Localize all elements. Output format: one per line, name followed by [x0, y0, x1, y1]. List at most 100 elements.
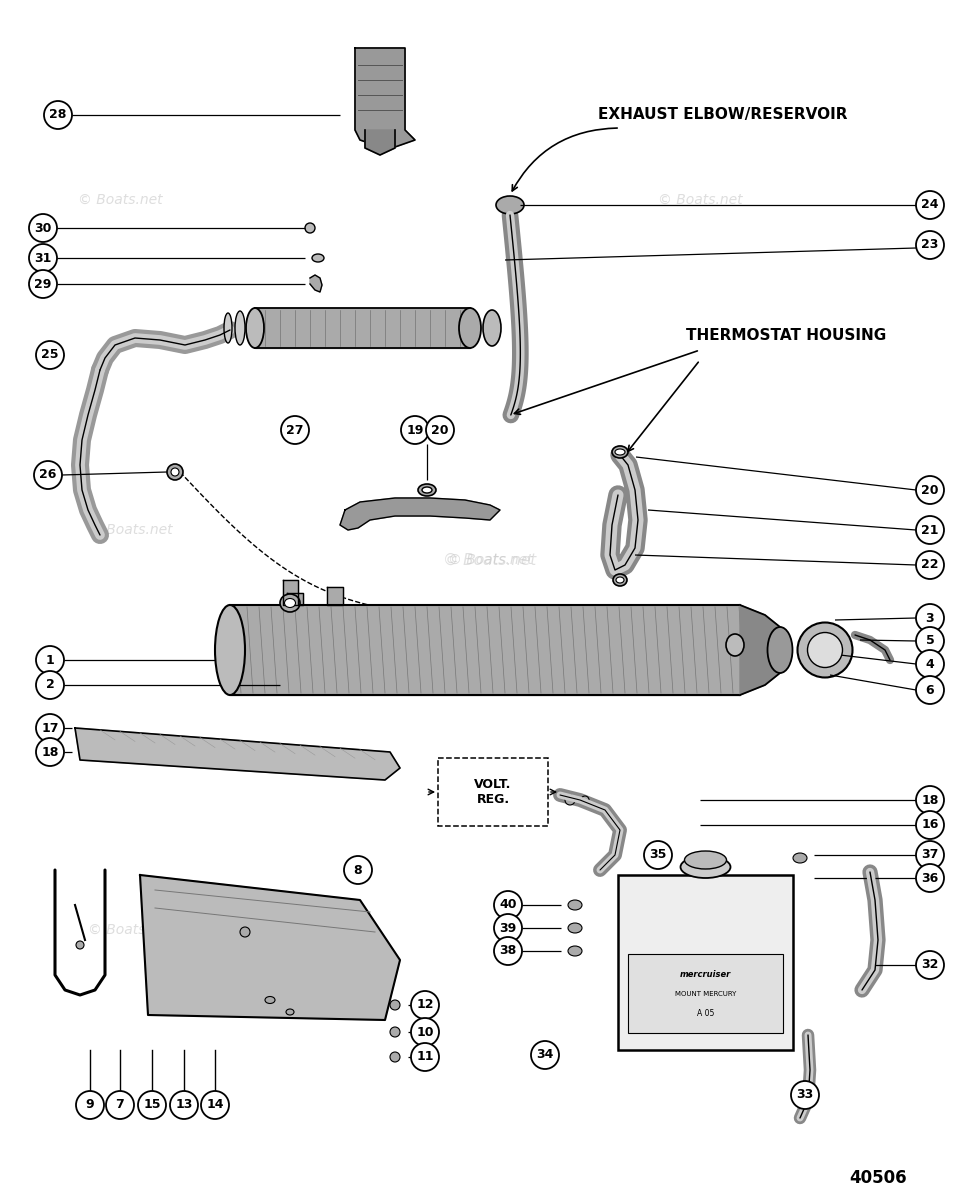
- Circle shape: [76, 941, 84, 949]
- Text: 16: 16: [921, 818, 939, 832]
- Circle shape: [29, 214, 57, 242]
- Text: © Boats.net: © Boats.net: [444, 552, 536, 568]
- Text: 39: 39: [499, 922, 517, 935]
- Circle shape: [76, 1091, 104, 1118]
- Text: 18: 18: [921, 793, 939, 806]
- Circle shape: [240, 926, 250, 937]
- Circle shape: [36, 738, 64, 766]
- Ellipse shape: [280, 594, 300, 612]
- Circle shape: [36, 341, 64, 370]
- Circle shape: [44, 101, 72, 128]
- Text: 28: 28: [49, 108, 66, 121]
- Ellipse shape: [568, 900, 582, 910]
- Circle shape: [531, 1040, 559, 1069]
- Circle shape: [644, 841, 672, 869]
- Text: 38: 38: [499, 944, 517, 958]
- Ellipse shape: [418, 484, 436, 496]
- Text: © Boats.net: © Boats.net: [88, 523, 172, 538]
- Polygon shape: [327, 587, 343, 605]
- Ellipse shape: [483, 310, 501, 346]
- FancyBboxPatch shape: [628, 954, 783, 1032]
- Circle shape: [916, 191, 944, 218]
- Text: © Boats.net: © Boats.net: [447, 553, 532, 566]
- Text: © Boats.net: © Boats.net: [658, 193, 743, 206]
- Ellipse shape: [768, 626, 792, 673]
- Circle shape: [916, 811, 944, 839]
- Text: 22: 22: [921, 558, 939, 571]
- Polygon shape: [340, 498, 500, 530]
- Text: MOUNT MERCURY: MOUNT MERCURY: [675, 991, 737, 997]
- Text: 14: 14: [206, 1098, 224, 1111]
- Text: 37: 37: [921, 848, 939, 862]
- Text: 13: 13: [175, 1098, 192, 1111]
- Circle shape: [426, 416, 454, 444]
- Text: 20: 20: [921, 484, 939, 497]
- Polygon shape: [310, 275, 322, 292]
- Circle shape: [34, 461, 62, 490]
- Text: 5: 5: [925, 635, 934, 648]
- Ellipse shape: [612, 446, 628, 458]
- Circle shape: [390, 1052, 400, 1062]
- Circle shape: [411, 1043, 439, 1070]
- Ellipse shape: [616, 577, 624, 583]
- Ellipse shape: [496, 196, 524, 214]
- Circle shape: [916, 676, 944, 704]
- Ellipse shape: [568, 946, 582, 956]
- Circle shape: [916, 230, 944, 259]
- Polygon shape: [140, 875, 400, 1020]
- Ellipse shape: [265, 996, 275, 1003]
- Circle shape: [171, 468, 179, 476]
- Ellipse shape: [685, 851, 727, 869]
- Circle shape: [916, 841, 944, 869]
- Ellipse shape: [793, 853, 807, 863]
- Circle shape: [916, 476, 944, 504]
- Ellipse shape: [235, 311, 245, 346]
- Ellipse shape: [797, 623, 853, 678]
- Text: 33: 33: [796, 1088, 814, 1102]
- Text: 19: 19: [406, 424, 424, 437]
- Polygon shape: [230, 605, 740, 695]
- Circle shape: [344, 856, 372, 884]
- Circle shape: [916, 604, 944, 632]
- Text: 20: 20: [431, 424, 448, 437]
- Circle shape: [411, 991, 439, 1019]
- Text: 35: 35: [650, 848, 666, 862]
- Circle shape: [36, 671, 64, 698]
- Text: VOLT.
REG.: VOLT. REG.: [474, 778, 512, 806]
- Text: 3: 3: [925, 612, 934, 624]
- Ellipse shape: [459, 308, 481, 348]
- Circle shape: [201, 1091, 229, 1118]
- Text: 40506: 40506: [849, 1169, 907, 1187]
- Text: 2: 2: [46, 678, 55, 691]
- Text: 9: 9: [86, 1098, 95, 1111]
- Circle shape: [170, 1091, 198, 1118]
- Text: 8: 8: [354, 864, 362, 876]
- Text: THERMOSTAT HOUSING: THERMOSTAT HOUSING: [686, 328, 886, 342]
- Circle shape: [916, 786, 944, 814]
- Circle shape: [494, 937, 522, 965]
- Text: 24: 24: [921, 198, 939, 211]
- Text: 23: 23: [921, 239, 939, 252]
- Ellipse shape: [568, 923, 582, 934]
- Text: 7: 7: [115, 1098, 124, 1111]
- Ellipse shape: [726, 634, 744, 656]
- Circle shape: [36, 714, 64, 742]
- Circle shape: [494, 914, 522, 942]
- Polygon shape: [75, 728, 400, 780]
- Text: © Boats.net: © Boats.net: [78, 193, 162, 206]
- Ellipse shape: [613, 574, 627, 586]
- Text: 15: 15: [144, 1098, 161, 1111]
- Ellipse shape: [312, 254, 324, 262]
- Ellipse shape: [224, 313, 232, 343]
- Text: 30: 30: [34, 222, 52, 234]
- Circle shape: [916, 864, 944, 892]
- Ellipse shape: [215, 605, 245, 695]
- Text: 32: 32: [921, 959, 939, 972]
- Text: 6: 6: [925, 684, 934, 696]
- Text: 40: 40: [499, 899, 517, 912]
- Text: 18: 18: [41, 745, 59, 758]
- Text: 26: 26: [39, 468, 57, 481]
- Polygon shape: [365, 130, 395, 155]
- FancyBboxPatch shape: [438, 758, 548, 826]
- Text: 29: 29: [34, 277, 52, 290]
